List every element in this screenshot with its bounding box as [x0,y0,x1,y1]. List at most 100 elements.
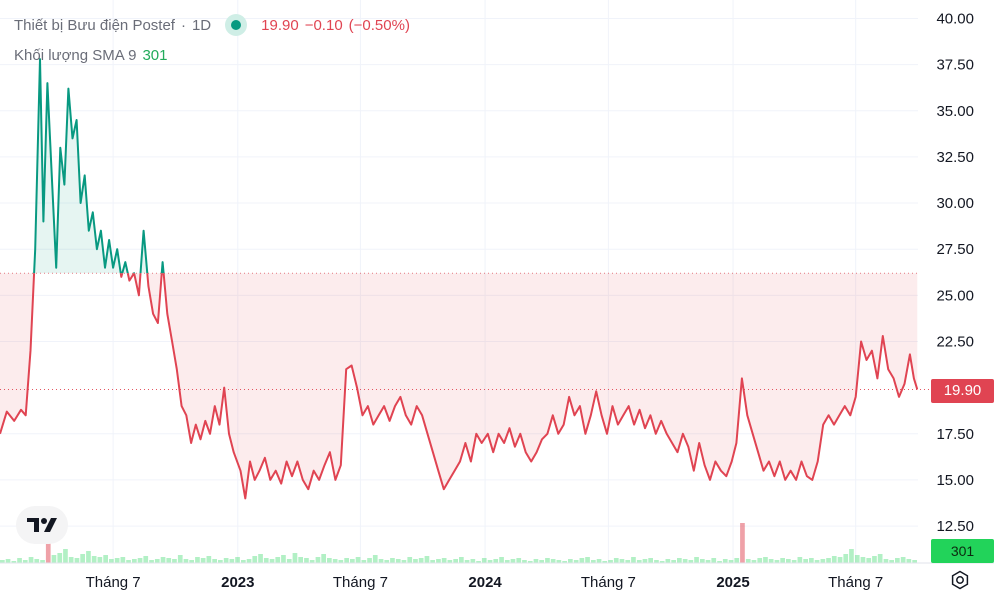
volume-bar [728,560,734,563]
volume-bar [80,554,85,563]
volume-bar [206,556,212,563]
volume-bar [344,558,349,563]
volume-bar [298,557,303,563]
volume-bar [137,558,143,563]
volume-bar [143,556,149,563]
volume-bar [132,559,137,563]
volume-bar [321,554,326,563]
volume-bar [883,559,889,563]
volume-bar [17,558,22,563]
time-axis[interactable]: Tháng 7 2023 Tháng 7 2024 Tháng 7 2025 Tháng 7 [0,562,994,591]
volume-bar [304,558,309,563]
volume-bar [384,560,390,563]
volume-bar [504,560,510,563]
volume-bar [877,554,883,563]
volume-legend[interactable]: Khối lượng SMA 9 301 [14,47,167,64]
price-change: −0.10 [304,16,343,34]
y-tick-label: 25.00 [936,287,974,304]
volume-bar [252,556,258,563]
volume-bar [533,559,539,563]
volume-bar [189,560,194,563]
volume-bar [493,559,499,563]
price-line-below-baseline [0,273,918,500]
volume-bar [665,559,671,563]
volume-bar [275,557,281,563]
volume-bar [401,560,407,563]
volume-bar [338,560,344,563]
y-tick-label: 40.00 [936,10,974,27]
volume-bar [694,557,699,563]
volume-bar [654,560,659,563]
y-tick-label: 17.50 [936,426,974,443]
volume-bar [677,558,682,563]
volume-bar [545,558,550,563]
volume-bar [390,558,395,563]
volume-bar [172,559,177,563]
volume-bar [837,557,843,563]
volume-bar [372,555,378,563]
volume-bar [436,559,441,563]
volume-bar [809,558,814,563]
x-tick-label: Tháng 7 [581,574,636,591]
volume-bar [895,558,900,563]
volume-bar [596,559,602,563]
volume-legend-label: Khối lượng SMA 9 [14,47,137,64]
volume-bar [613,558,619,563]
volume-bar [28,557,34,563]
x-tick-label: 2025 [716,574,749,591]
tradingview-logo-icon[interactable] [16,506,68,544]
volume-histogram [0,513,917,563]
x-tick-label: 2024 [468,574,502,591]
volume-bar [63,549,68,563]
volume-bar [120,557,126,563]
volume-bar [585,557,590,563]
volume-bar [286,559,292,563]
y-tick-label: 30.00 [936,195,974,212]
volume-bar [74,558,80,563]
volume-bar [791,560,797,563]
volume-bar [872,556,877,563]
volume-bar [413,559,418,563]
volume-bar [711,558,717,563]
volume-bar [57,553,63,563]
volume-bar [229,559,235,563]
volume-bar [510,559,516,563]
volume-bar [688,560,694,563]
volume-bar [40,560,45,563]
volume-bar [200,558,206,563]
volume-bar [717,561,722,563]
area-fill-above-baseline [34,59,164,274]
volume-bar [22,560,28,563]
gear-icon[interactable] [950,570,970,590]
volume-bar [539,560,544,563]
price-axis[interactable]: 40.00 37.50 35.00 32.50 30.00 27.50 25.00 22.50… [936,10,974,535]
volume-bar [470,559,476,563]
horizontal-gridlines [0,17,918,527]
volume-bar [97,557,103,563]
volume-bar [866,558,872,563]
market-status-dot-icon[interactable] [225,14,248,36]
volume-bar [235,557,240,563]
volume-bar [481,558,487,563]
y-tick-label: 12.50 [936,518,974,535]
volume-bar [114,558,120,563]
volume-bar [183,559,189,563]
symbol-legend[interactable]: Thiết bị Bưu điện Postef · 1D 19.90 −0.1… [14,14,410,36]
area-fill-below-baseline [0,273,918,499]
volume-bar [797,557,803,563]
volume-bar [281,555,286,563]
volume-bar [854,555,860,563]
legend-separator: · [180,16,186,34]
volume-bar [671,560,676,563]
volume-bar [682,559,688,563]
interval-label[interactable]: 1D [191,16,212,34]
volume-bar [315,557,321,563]
volume-bar [459,557,464,563]
volume-bar [826,558,831,563]
y-tick-label: 27.50 [936,241,974,258]
x-tick-label: Tháng 7 [86,574,141,591]
volume-bar [705,560,711,563]
volume-bar [636,560,642,563]
volume-bar [309,560,315,563]
